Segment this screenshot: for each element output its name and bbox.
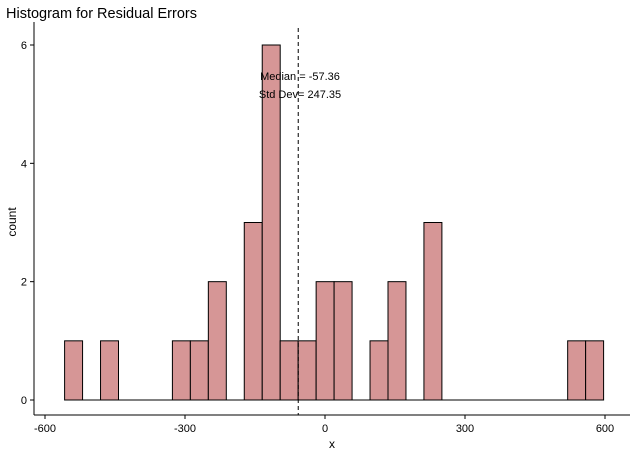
x-tick-label: 300 — [456, 423, 474, 435]
y-tick-label: 6 — [21, 40, 27, 52]
histogram-bar — [297, 340, 317, 401]
histogram-bar — [567, 340, 587, 401]
x-axis-ticks: -600 -300 0 300 600 — [34, 415, 614, 435]
y-axis-title: count — [5, 207, 19, 237]
histogram-bar — [171, 340, 191, 401]
x-tick-label: -300 — [174, 423, 196, 435]
histogram-bar — [207, 281, 227, 401]
x-tick-label: 600 — [596, 423, 614, 435]
x-tick-label: 0 — [322, 423, 328, 435]
axes — [33, 22, 630, 416]
histogram-bar — [100, 340, 119, 401]
histogram-bar — [333, 281, 353, 401]
y-tick-label: 0 — [21, 395, 27, 407]
y-tick-label: 2 — [21, 277, 27, 289]
x-axis-title: x — [329, 437, 335, 451]
chart-title: Histogram for Residual Errors — [6, 6, 197, 22]
histogram-bar — [243, 222, 263, 401]
histogram-bar — [189, 340, 209, 401]
median-annotation: Median = -57.36 — [260, 71, 340, 83]
y-tick-label: 4 — [21, 158, 27, 170]
histogram-bar — [279, 340, 299, 401]
histogram-bar — [64, 340, 84, 401]
x-tick-label: -600 — [34, 423, 56, 435]
y-axis-ticks: 0 2 4 6 — [21, 40, 34, 407]
histogram-bar — [585, 340, 605, 401]
std-dev-annotation: Std Dev= 247.35 — [259, 89, 341, 101]
histogram-bar — [387, 281, 407, 401]
histogram-bars — [64, 44, 605, 401]
histogram-bar — [369, 340, 389, 401]
histogram-bar — [315, 281, 335, 401]
histogram-bar — [423, 222, 443, 401]
